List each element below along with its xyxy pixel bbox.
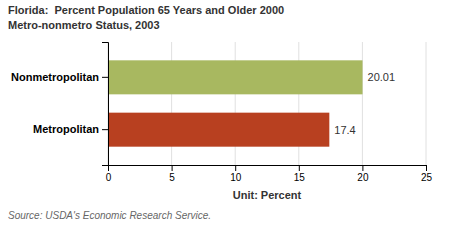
x-tick: 0 bbox=[106, 165, 112, 183]
x-tick-label: 5 bbox=[169, 172, 175, 183]
plot: 20.01 17.4 0 5 10 15 20 25 Nonmetropolitan Metrop… bbox=[11, 42, 432, 183]
y-axis-line bbox=[102, 43, 109, 166]
x-tick-label: 20 bbox=[357, 172, 369, 183]
y-axis: Nonmetropolitan Metropolitan bbox=[11, 43, 109, 166]
x-axis-line bbox=[109, 166, 427, 172]
x-tick-label: 0 bbox=[106, 172, 112, 183]
y-tick-mark bbox=[102, 77, 108, 78]
bar bbox=[108, 60, 363, 94]
title: Florida: Percent Population 65 Years and… bbox=[8, 4, 284, 16]
x-tick-label: 25 bbox=[421, 172, 433, 183]
y-tick-mark bbox=[102, 129, 108, 130]
x-axis: 0 5 10 15 20 25 bbox=[106, 165, 433, 183]
data-label: 20.01 bbox=[368, 71, 396, 83]
grid bbox=[108, 42, 426, 165]
x-tick: 20 bbox=[357, 165, 369, 183]
x-tick: 5 bbox=[169, 165, 175, 183]
data-label: 17.4 bbox=[334, 124, 355, 136]
x-tick-label: 10 bbox=[230, 172, 242, 183]
y-tick: Metropolitan bbox=[33, 123, 108, 135]
x-tick-label: 15 bbox=[294, 172, 306, 183]
x-tick-mark bbox=[172, 165, 173, 171]
subtitle: Metro-nonmetro Status, 2003 bbox=[8, 19, 160, 31]
grid-line bbox=[426, 42, 427, 165]
x-tick-mark bbox=[362, 165, 363, 171]
annotation: Source: USDA's Economic Research Service… bbox=[8, 210, 211, 221]
y-tick-label: Metropolitan bbox=[33, 123, 99, 135]
x-tick: 25 bbox=[421, 165, 433, 183]
bars bbox=[108, 60, 363, 146]
data-labels: 20.01 17.4 bbox=[334, 71, 395, 135]
y-tick-label: Nonmetropolitan bbox=[11, 71, 99, 83]
x-tick-mark bbox=[426, 165, 427, 171]
x-tick: 15 bbox=[294, 165, 306, 183]
x-tick: 10 bbox=[230, 165, 242, 183]
x-tick-mark bbox=[235, 165, 236, 171]
chart: Florida: Percent Population 65 Years and… bbox=[0, 0, 450, 227]
x-axis-title: Unit: Percent bbox=[233, 189, 302, 201]
y-tick: Nonmetropolitan bbox=[11, 71, 108, 83]
bar bbox=[108, 113, 329, 147]
x-tick-mark bbox=[299, 165, 300, 171]
